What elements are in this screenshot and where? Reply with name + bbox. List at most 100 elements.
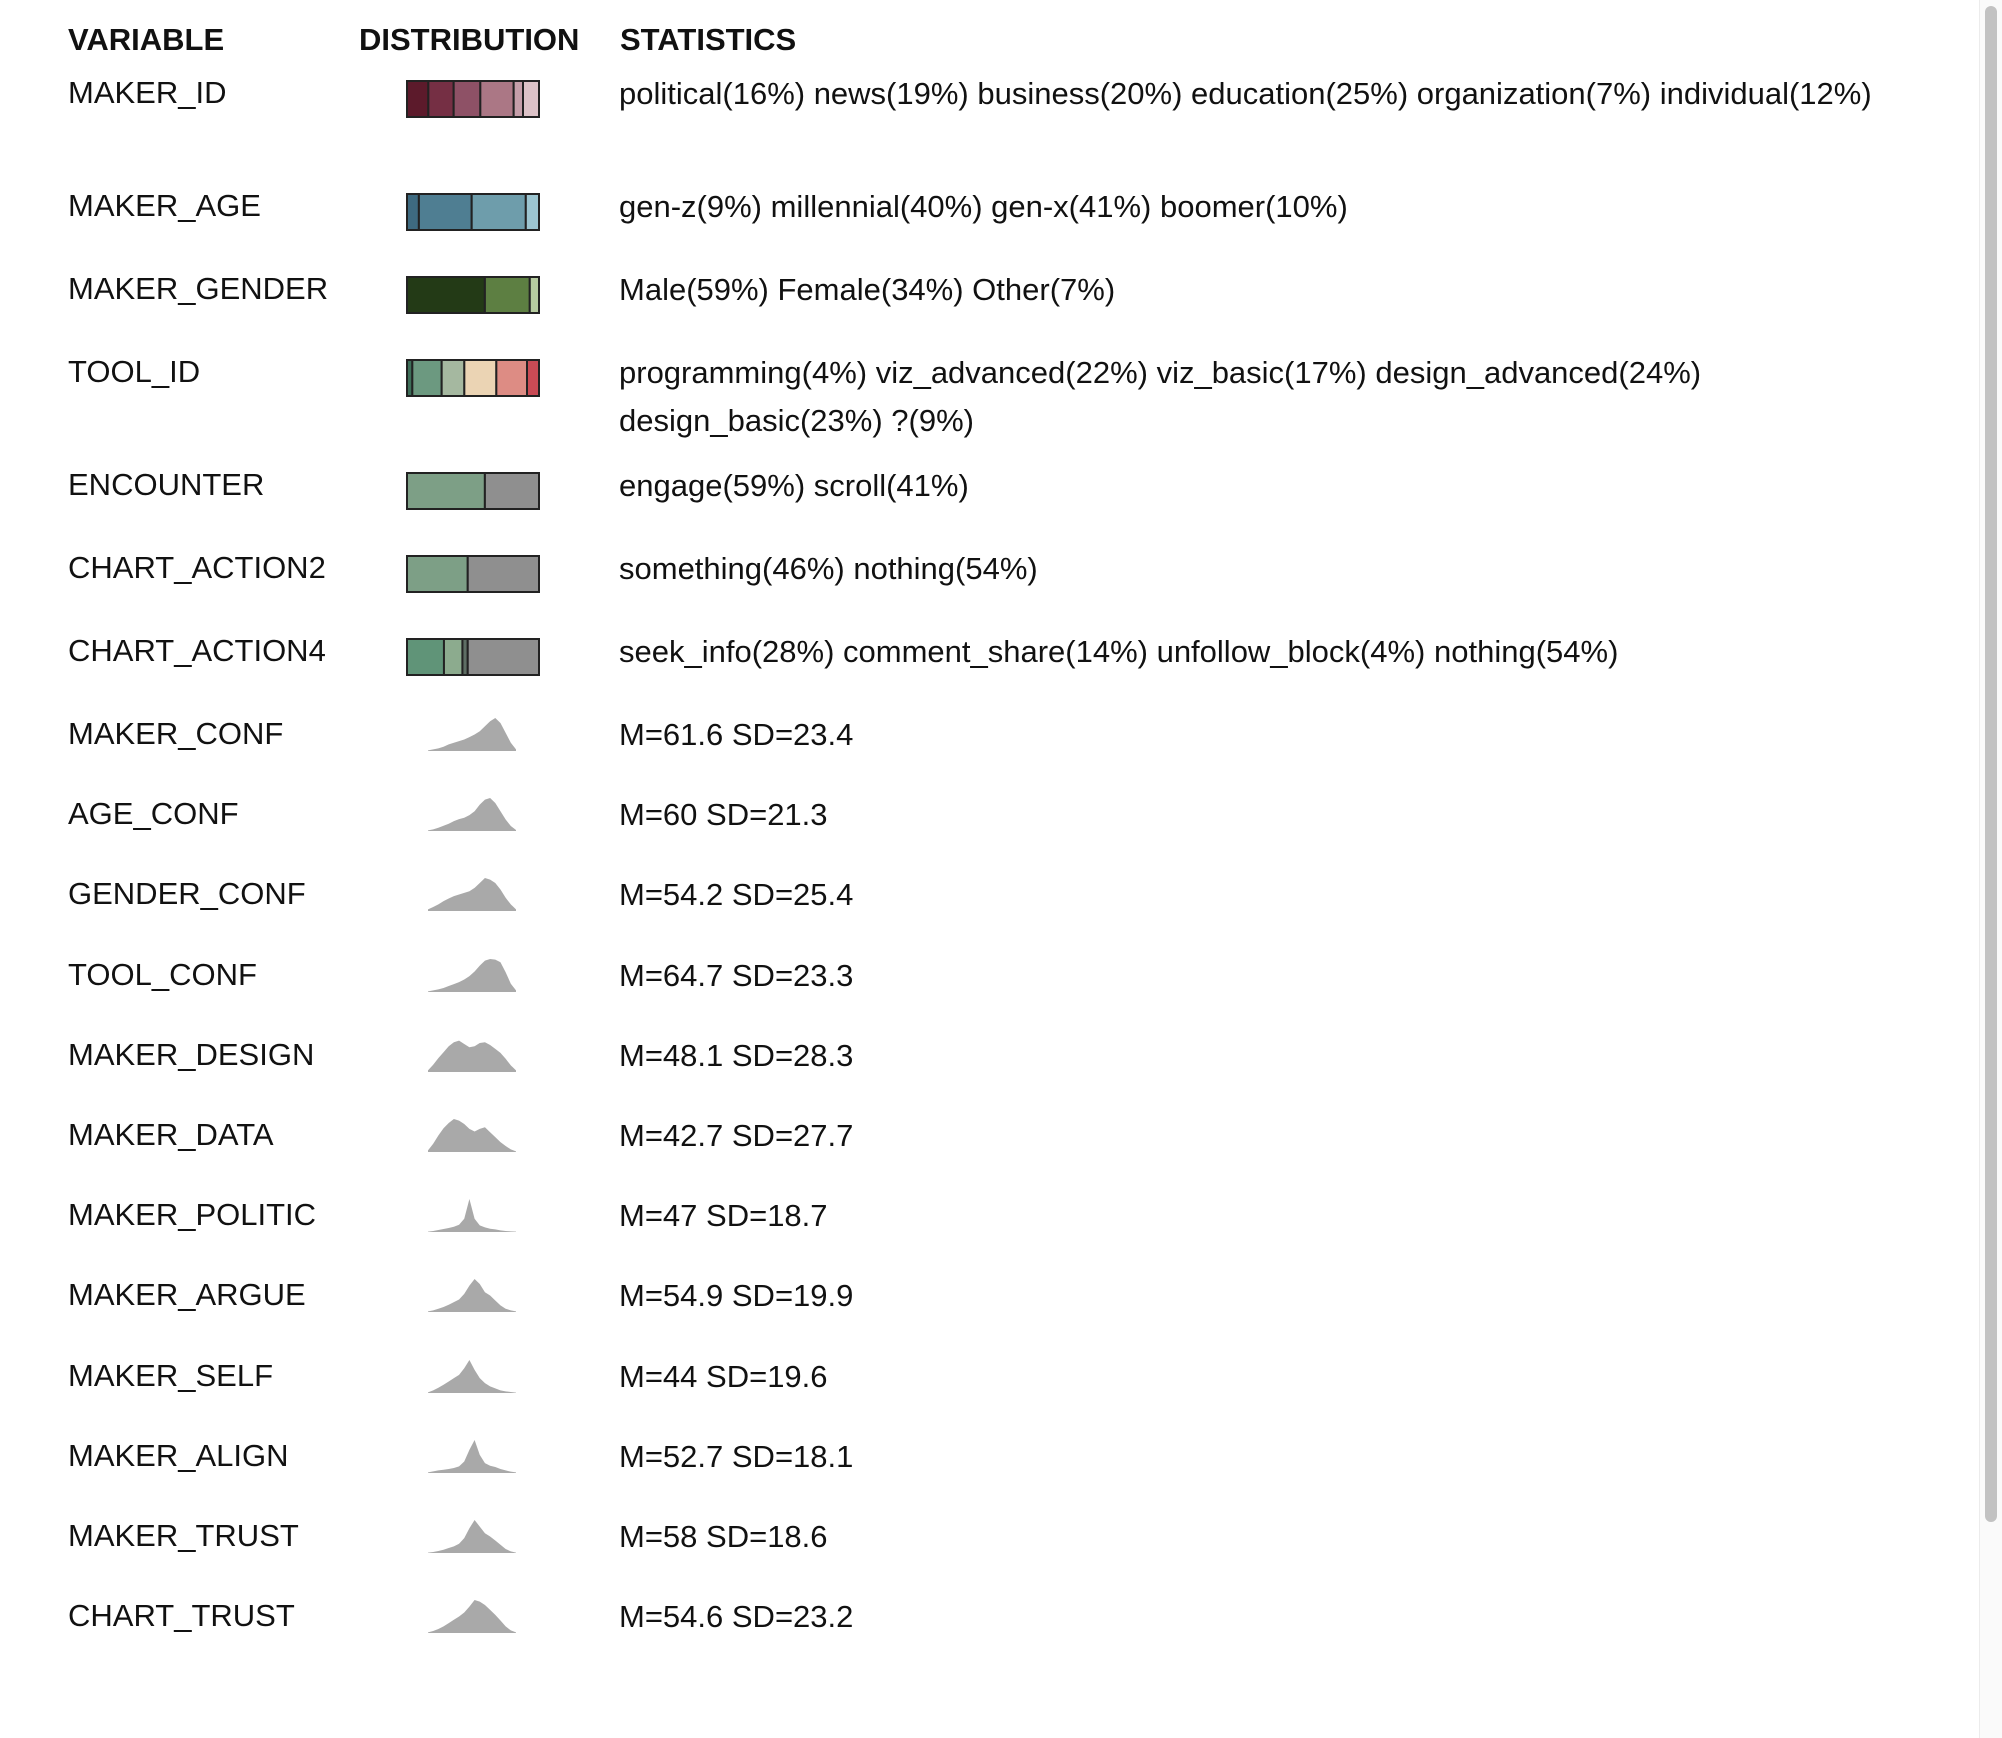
- variable-statistics: M=58 SD=18.6: [619, 1518, 828, 1554]
- variable-statistics: seek_info(28%) comment_share(14%) unfoll…: [619, 634, 1619, 669]
- bar-segment-viz-basic: [440, 359, 466, 397]
- density-area: [428, 1118, 516, 1152]
- bar-segment-Male: [406, 276, 486, 314]
- variable-row: MAKER_DATA M=42.7 SD=27.7: [68, 1112, 1968, 1192]
- variable-statistics: programming(4%) viz_advanced(22%) viz_ba…: [619, 355, 1702, 438]
- summary-table: VARIABLE DISTRIBUTION STATISTICS MAKER_I…: [68, 14, 1968, 1673]
- variable-row: CHART_ACTION4 seek_info(28%) comment_shar…: [68, 628, 1968, 711]
- table-header: VARIABLE DISTRIBUTION STATISTICS: [68, 14, 1968, 70]
- density-chart: [428, 1118, 516, 1152]
- variable-statistics: M=44 SD=19.6: [619, 1358, 828, 1394]
- variable-statistics: M=61.6 SD=23.4: [619, 717, 854, 752]
- density-area: [428, 798, 516, 832]
- variable-row: MAKER_GENDER Male(59%) Female(34%) Other(…: [68, 266, 1968, 349]
- variable-statistics: M=64.7 SD=23.3: [619, 957, 854, 993]
- variable-name: MAKER_ID: [68, 75, 227, 110]
- density-chart: [428, 1439, 516, 1473]
- bar-segment-political: [406, 80, 430, 118]
- bar-segment-millennial: [417, 193, 473, 231]
- variable-name: TOOL_ID: [68, 354, 201, 389]
- density-chart: [428, 958, 516, 992]
- stacked-bar-chart: [406, 193, 540, 231]
- distribution-bar: [406, 276, 540, 314]
- bar-segment-engage: [406, 472, 486, 510]
- variable-name: CHART_ACTION4: [68, 633, 326, 668]
- bar-segment-individual: [522, 80, 540, 118]
- stacked-bar-chart: [406, 555, 540, 593]
- variable-statistics: political(16%) news(19%) business(20%) e…: [619, 76, 1872, 111]
- bar-segment-something: [406, 555, 469, 593]
- density-chart: [428, 798, 516, 832]
- distribution-bar: [406, 472, 540, 510]
- bar-segment-scroll: [483, 472, 540, 510]
- variable-name: GENDER_CONF: [68, 876, 306, 912]
- bar-segment-Female: [483, 276, 531, 314]
- variable-rows: MAKER_ID political(16%) news(19%) busines…: [68, 70, 1968, 1673]
- variable-row: TOOL_ID programming(4%) viz_advanced(22%)…: [68, 349, 1968, 462]
- variable-name: MAKER_ALIGN: [68, 1437, 289, 1473]
- density-chart: [428, 1600, 516, 1634]
- variable-name: MAKER_GENDER: [68, 271, 329, 306]
- variable-row: MAKER_TRUST M=58 SD=18.6: [68, 1513, 1968, 1593]
- variable-statistics: M=60 SD=21.3: [619, 797, 828, 833]
- density-chart: [428, 1519, 516, 1553]
- bar-segment-gen-z: [406, 193, 420, 231]
- variable-statistics: M=47 SD=18.7: [619, 1198, 828, 1234]
- variable-name: MAKER_SELF: [68, 1357, 274, 1393]
- variable-row: MAKER_AGE gen-z(9%) millennial(40%) gen-x…: [68, 183, 1968, 266]
- bar-segment-seek-info: [406, 638, 445, 676]
- variable-statistics: something(46%) nothing(54%): [619, 551, 1038, 586]
- bar-segment-viz-advanced: [411, 359, 443, 397]
- bar-segment-boomer: [524, 193, 540, 231]
- statistics-header: STATISTICS: [620, 22, 797, 57]
- variable-statistics: M=42.7 SD=27.7: [619, 1117, 854, 1153]
- distribution-bar: [406, 193, 540, 231]
- density-sparkline: [428, 1036, 516, 1072]
- bar-segment-gen-x: [470, 193, 527, 231]
- variable-row: GENDER_CONF M=54.2 SD=25.4: [68, 871, 1968, 951]
- density-area: [428, 1600, 516, 1634]
- variable-row: MAKER_DESIGN M=48.1 SD=28.3: [68, 1032, 1968, 1112]
- density-chart: [428, 1040, 516, 1072]
- bar-segment-nothing: [466, 555, 540, 593]
- variable-statistics: M=54.6 SD=23.2: [619, 1599, 854, 1635]
- density-chart: [428, 1279, 516, 1313]
- distribution-header: DISTRIBUTION: [359, 22, 580, 57]
- density-chart: [428, 1199, 516, 1233]
- distribution-bar: [406, 359, 540, 397]
- variable-row: CHART_TRUST M=54.6 SD=23.2: [68, 1593, 1968, 1673]
- distribution-bar: [406, 80, 540, 118]
- variable-name: ENCOUNTER: [68, 467, 265, 502]
- variable-row: MAKER_ALIGN M=52.7 SD=18.1: [68, 1433, 1968, 1513]
- bar-segment-news: [427, 80, 455, 118]
- variable-name: AGE_CONF: [68, 796, 239, 832]
- density-area: [428, 1279, 516, 1313]
- density-area: [428, 878, 516, 912]
- bar-segment-comment-share: [442, 638, 464, 676]
- density-sparkline: [428, 1116, 516, 1152]
- variable-name: CHART_ACTION2: [68, 550, 326, 585]
- density-area: [428, 958, 516, 992]
- variable-statistics: engage(59%) scroll(41%): [619, 468, 969, 503]
- density-sparkline: [428, 1196, 516, 1233]
- scrollbar-thumb[interactable]: [1985, 6, 1997, 1522]
- density-chart: [428, 1359, 516, 1393]
- stacked-bar-chart: [406, 472, 540, 510]
- density-area: [428, 718, 516, 751]
- bar-segment-design-advanced: [463, 359, 498, 397]
- stacked-bar-chart: [406, 359, 540, 397]
- density-area: [428, 1359, 516, 1393]
- variable-statistics: M=52.7 SD=18.1: [619, 1438, 854, 1474]
- bar-segment-nothing: [466, 638, 540, 676]
- variable-header: VARIABLE: [68, 22, 225, 57]
- variable-name: MAKER_TRUST: [68, 1517, 299, 1553]
- variable-row: TOOL_CONF M=64.7 SD=23.3: [68, 952, 1968, 1032]
- variable-row: MAKER_POLITIC M=47 SD=18.7: [68, 1192, 1968, 1272]
- vertical-scrollbar[interactable]: [1979, 0, 2002, 1738]
- variable-name: CHART_TRUST: [68, 1598, 295, 1634]
- density-sparkline: [428, 795, 516, 832]
- density-chart: [428, 878, 516, 912]
- density-chart: [428, 718, 516, 751]
- variable-row: CHART_ACTION2 something(46%) nothing(54%): [68, 545, 1968, 628]
- variable-name: MAKER_DATA: [68, 1116, 274, 1152]
